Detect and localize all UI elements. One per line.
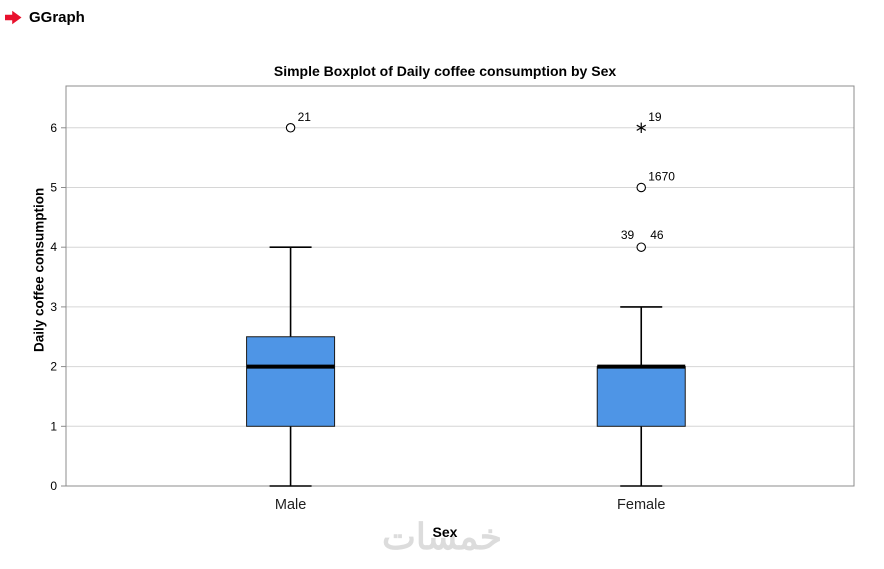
outlier-label: 19 <box>648 110 662 124</box>
boxplot-female: 39 46 1670 19 <box>596 110 686 487</box>
boxplot-male: 21 <box>246 110 336 487</box>
watermark-text: خمسات <box>381 516 503 557</box>
y-tick-label: 5 <box>50 180 57 194</box>
plot-background <box>66 86 854 486</box>
y-tick-label: 1 <box>50 419 57 433</box>
outlier-circle-icon <box>636 242 646 252</box>
box <box>596 366 686 427</box>
outlier-label: 46 <box>650 228 664 242</box>
outlier-circle-icon <box>636 182 646 193</box>
y-tick-label: 0 <box>50 479 57 493</box>
plot-frame <box>65 85 855 487</box>
y-axis-label: Daily coffee consumption <box>31 187 47 353</box>
y-tick-label: 4 <box>50 240 57 254</box>
x-category-label: Male <box>275 497 306 513</box>
x-axis-label: Sex <box>432 524 458 540</box>
outlier-star-icon <box>636 124 647 131</box>
ggraph-header: GGraph <box>5 9 85 26</box>
y-tick-label: 6 <box>50 121 57 135</box>
x-category-label: Female <box>617 497 665 513</box>
outlier-label: 21 <box>298 110 312 124</box>
outlier-circle-icon <box>285 123 296 133</box>
chart-title: Simple Boxplot of Daily coffee consumpti… <box>273 63 617 79</box>
output-item-arrow-icon <box>5 10 22 25</box>
y-tick-label: 2 <box>50 360 57 374</box>
box <box>246 336 336 427</box>
y-tick-label: 3 <box>50 300 57 314</box>
ggraph-heading: GGraph <box>29 9 85 26</box>
outlier-label: 1670 <box>648 169 675 183</box>
outlier-label: 39 <box>621 228 635 242</box>
boxplot-svg: 0 1 2 3 4 5 6 Male Female 21 39 46 1670 19 <box>50 85 855 513</box>
